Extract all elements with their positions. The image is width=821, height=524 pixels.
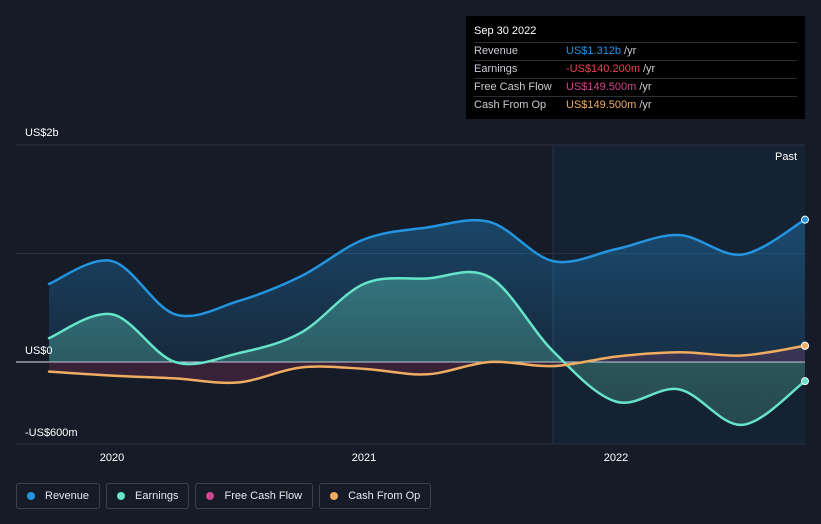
revenue-end-point [801, 215, 809, 224]
legend-item-free-cash-flow[interactable]: Free Cash Flow [195, 483, 314, 509]
x-tick-label: 2022 [604, 452, 628, 464]
free-cash-flow-area [49, 345, 805, 383]
y-tick-label: US$0 [25, 345, 53, 357]
y-tick-label: -US$600m [25, 427, 78, 439]
tooltip-row-unit: /yr [624, 45, 637, 57]
earnings-area [49, 272, 805, 425]
legend-dot-icon [206, 492, 215, 500]
chart-plot: US$2b US$0 -US$600m 2020 2021 2022 Past [16, 127, 809, 464]
tooltip-row-unit: /yr [643, 63, 656, 75]
legend-item-label: Earnings [135, 490, 179, 502]
chart-legend: Revenue Earnings Free Cash Flow Cash From O… [16, 483, 432, 509]
past-label: Past [775, 151, 797, 163]
tooltip-row-unit: /yr [639, 99, 652, 111]
tooltip-row-value: US$149.500m [566, 81, 637, 93]
tooltip-row: Free Cash Flow US$149.500m/yr [474, 78, 797, 96]
legend-item-label: Cash From Op [348, 490, 421, 502]
legend-dot-icon [27, 492, 35, 500]
tooltip-row: Earnings -US$140.200m/yr [474, 60, 797, 78]
x-tick-label: 2021 [352, 452, 376, 464]
tooltip-row-value: US$1.312b [566, 45, 622, 57]
x-tick-label: 2020 [100, 452, 124, 464]
legend-dot-icon [117, 492, 126, 500]
cash-from-op-line [47, 344, 807, 385]
tooltip-date: Sep 30 2022 [474, 25, 537, 37]
tooltip-row-label: Cash From Op [474, 99, 547, 111]
tooltip-row-label: Revenue [474, 45, 519, 57]
y-tick-label: US$2b [25, 127, 59, 139]
legend-item-cash-from-op[interactable]: Cash From Op [319, 483, 432, 509]
earnings-line [47, 270, 807, 427]
tooltip-row: Revenue US$1.312b/yr [474, 42, 797, 60]
legend-item-earnings[interactable]: Earnings [106, 483, 190, 509]
tooltip-row-unit: /yr [639, 81, 652, 93]
legend-dot-icon [330, 492, 339, 500]
tooltip-panel: Sep 30 2022 Revenue US$1.312b/yr Earnings -… [466, 16, 805, 119]
revenue-line [47, 218, 807, 318]
legend-item-label: Free Cash Flow [224, 490, 303, 502]
tooltip-row-label: Free Cash Flow [474, 81, 552, 93]
tooltip-row: Cash From Op US$149.500m/yr [474, 96, 797, 114]
tooltip-row-value: -US$140.200m [566, 63, 640, 75]
cash-from-op-end-point [801, 341, 809, 350]
earnings-end-point [801, 377, 809, 386]
tooltip-row-label: Earnings [474, 63, 518, 75]
legend-item-label: Revenue [45, 490, 90, 502]
legend-item-revenue[interactable]: Revenue [16, 483, 101, 509]
tooltip-row-value: US$149.500m [566, 99, 637, 111]
